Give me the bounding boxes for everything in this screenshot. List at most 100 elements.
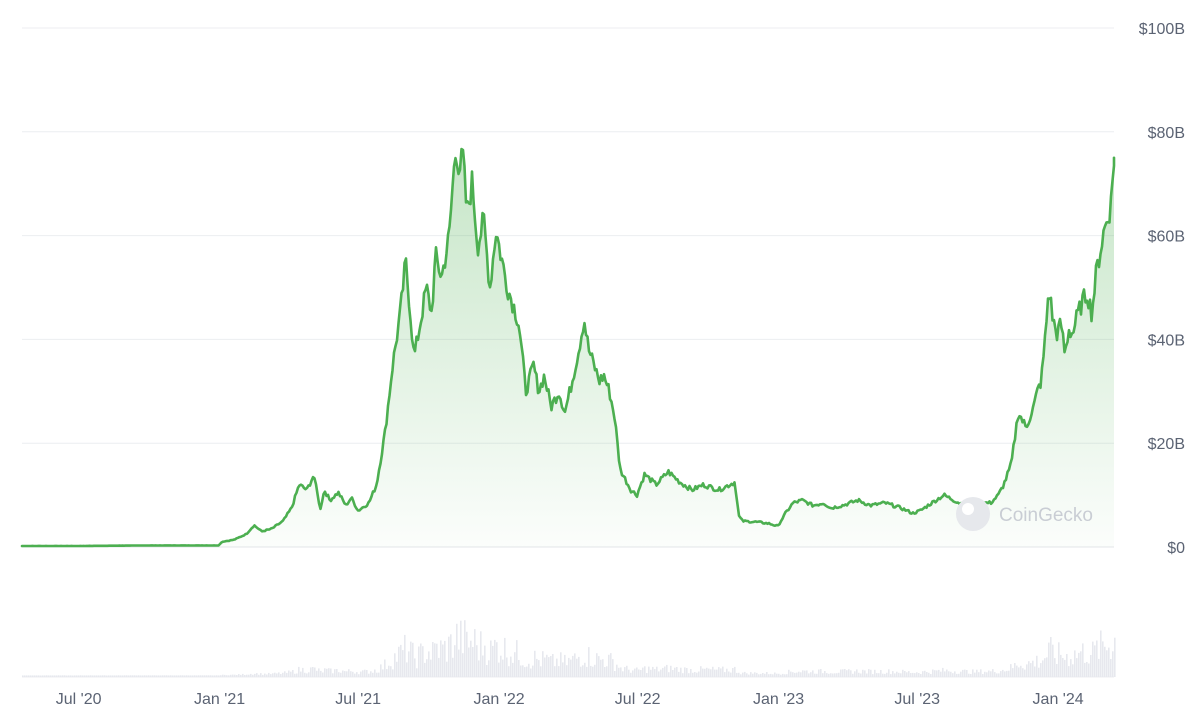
volume-bar [118, 675, 120, 677]
volume-bar [150, 675, 152, 677]
volume-bar [478, 660, 480, 677]
volume-bar [58, 675, 60, 677]
volume-bar [690, 669, 692, 677]
volume-bar [554, 666, 556, 677]
volume-bar [1080, 651, 1082, 677]
volume-bar [548, 657, 550, 677]
volume-bar [450, 634, 452, 677]
volume-bar [574, 653, 576, 677]
volume-bar [132, 675, 134, 677]
volume-bar [642, 667, 644, 677]
volume-bar [366, 670, 368, 677]
volume-bar [820, 669, 822, 677]
volume-bar [1110, 659, 1112, 677]
volume-bar [1084, 662, 1086, 677]
volume-bar [340, 672, 342, 677]
volume-bar [608, 654, 610, 677]
volume-bar [864, 670, 866, 677]
volume-bar [1106, 650, 1108, 677]
volume-bar [350, 671, 352, 677]
volume-bar [644, 666, 646, 677]
volume-bar [488, 660, 490, 677]
volume-bar [56, 675, 58, 677]
volume-bar [764, 673, 766, 677]
volume-bar [746, 673, 748, 677]
volume-bar [1096, 640, 1098, 677]
volume-bar [572, 655, 574, 677]
volume-bar [202, 675, 204, 677]
volume-bar [60, 675, 62, 677]
volume-bar [940, 671, 942, 677]
volume-bar [260, 673, 262, 677]
volume-bar [184, 675, 186, 677]
volume-bar [130, 675, 132, 677]
volume-bar [422, 646, 424, 677]
volume-bar [214, 675, 216, 677]
volume-bar [1100, 630, 1102, 677]
volume-bar [1012, 668, 1014, 677]
volume-bar [900, 673, 902, 677]
volume-bar [848, 669, 850, 677]
volume-bar [314, 667, 316, 677]
volume-bar [998, 673, 1000, 677]
volume-bar [514, 652, 516, 677]
volume-bar [648, 666, 650, 677]
volume-bar [70, 675, 72, 677]
volume-bar [412, 642, 414, 677]
volume-bar [918, 673, 920, 677]
volume-bar [828, 673, 830, 677]
volume-bar [850, 670, 852, 677]
volume-bar [624, 667, 626, 677]
volume-bar [1048, 642, 1050, 677]
volume-bar [706, 667, 708, 677]
volume-bar [610, 653, 612, 677]
volume-bar [154, 675, 156, 677]
volume-bar [588, 647, 590, 677]
volume-bar [1094, 645, 1096, 677]
volume-bar [474, 629, 476, 677]
volume-bar [142, 675, 144, 677]
gecko-eye-icon [962, 503, 974, 515]
volume-bar [76, 675, 78, 677]
volume-bar [762, 673, 764, 677]
volume-bar [800, 672, 802, 677]
volume-bar [1034, 666, 1036, 677]
volume-bar [460, 620, 462, 677]
volume-bar [80, 675, 82, 677]
volume-bar [650, 669, 652, 677]
volume-bar [82, 675, 84, 677]
volume-bar [1052, 644, 1054, 677]
volume-bar [928, 672, 930, 677]
volume-bar [892, 671, 894, 677]
volume-bar [172, 675, 174, 677]
volume-bar [328, 668, 330, 677]
volume-bar [516, 640, 518, 677]
volume-bar [230, 674, 232, 677]
volume-bar [668, 672, 670, 677]
volume-bar [908, 671, 910, 677]
volume-bar [662, 667, 664, 677]
volume-bar [760, 673, 762, 677]
volume-bar [1014, 663, 1016, 677]
volume-bar [228, 675, 230, 677]
volume-bar [552, 654, 554, 677]
volume-bar [754, 672, 756, 677]
volume-bar [1076, 658, 1078, 677]
volume-bar [962, 669, 964, 677]
volume-bar [974, 672, 976, 677]
volume-bar [944, 671, 946, 677]
volume-bar [1016, 665, 1018, 677]
volume-bar [262, 674, 264, 677]
volume-bar [816, 673, 818, 677]
volume-bar [512, 662, 514, 677]
volume-bar [52, 675, 54, 677]
volume-bar [988, 670, 990, 677]
volume-bar [296, 673, 298, 677]
volume-bar [646, 673, 648, 677]
volume-bar [964, 669, 966, 677]
volume-bar [564, 654, 566, 677]
volume-bar [32, 675, 34, 677]
volume-bar [818, 669, 820, 677]
volume-bar [284, 671, 286, 677]
volume-bar [438, 657, 440, 677]
